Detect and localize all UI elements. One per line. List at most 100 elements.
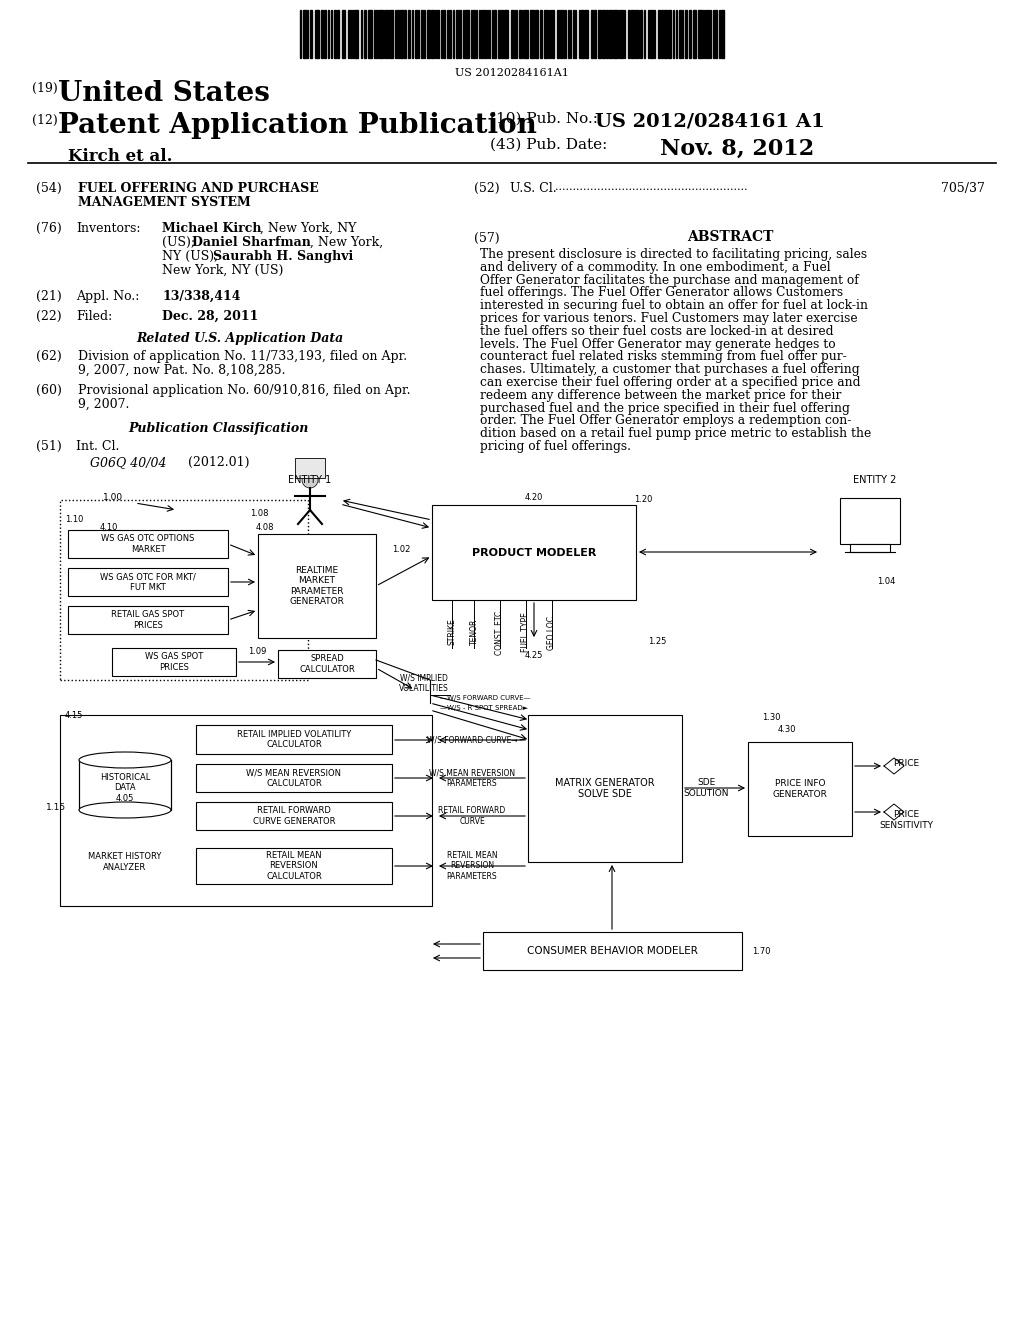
Bar <box>613 11 617 58</box>
Text: ABSTRACT: ABSTRACT <box>687 230 773 244</box>
Text: interested in securing fuel to obtain an offer for fuel at lock-in: interested in securing fuel to obtain an… <box>480 300 868 313</box>
Bar <box>585 11 588 58</box>
Bar <box>581 11 584 58</box>
Bar <box>196 803 392 830</box>
Bar <box>79 760 171 810</box>
Bar <box>594 11 596 58</box>
Text: G06Q 40/04: G06Q 40/04 <box>90 455 167 469</box>
Bar <box>389 11 393 58</box>
Bar <box>431 11 434 58</box>
Text: PRICE INFO
GENERATOR: PRICE INFO GENERATOR <box>772 779 827 799</box>
Bar <box>840 498 900 544</box>
Bar <box>698 11 702 58</box>
Text: Saurabh H. Sanghvi: Saurabh H. Sanghvi <box>213 249 353 263</box>
Bar <box>427 11 430 58</box>
Bar <box>519 11 521 58</box>
Bar <box>354 11 358 58</box>
Bar <box>620 11 623 58</box>
Bar <box>196 725 392 754</box>
Text: ENTITY 1: ENTITY 1 <box>289 475 332 484</box>
Text: , New York,: , New York, <box>310 236 383 249</box>
Bar <box>258 535 376 638</box>
Text: order. The Fuel Offer Generator employs a redemption con-: order. The Fuel Offer Generator employs … <box>480 414 851 428</box>
Text: TENOR: TENOR <box>469 619 478 645</box>
Text: PRICE: PRICE <box>893 759 920 768</box>
Text: Michael Kirch: Michael Kirch <box>162 222 261 235</box>
Text: HISTORICAL
DATA
4.05: HISTORICAL DATA 4.05 <box>99 774 151 803</box>
Text: 4.10: 4.10 <box>100 523 119 532</box>
Bar <box>437 11 439 58</box>
Bar <box>650 11 653 58</box>
Bar <box>421 11 423 58</box>
Text: The present disclosure is directed to facilitating pricing, sales: The present disclosure is directed to fa… <box>480 248 867 261</box>
Text: RETAIL IMPLIED VOLATILITY
CALCULATOR: RETAIL IMPLIED VOLATILITY CALCULATOR <box>237 730 351 750</box>
Text: W/S FORWARD CURVE→: W/S FORWARD CURVE→ <box>427 735 517 744</box>
Bar <box>530 11 534 58</box>
Bar <box>303 11 306 58</box>
Bar <box>598 11 601 58</box>
Text: SDE
SOLUTION: SDE SOLUTION <box>683 779 729 797</box>
Text: (52): (52) <box>474 182 500 195</box>
Text: 705/37: 705/37 <box>941 182 985 195</box>
Text: W/S IMPLIED
VOLATILITIES: W/S IMPLIED VOLATILITIES <box>399 673 449 693</box>
Text: GEO LOC.: GEO LOC. <box>548 614 556 651</box>
Text: Inventors:: Inventors: <box>76 222 140 235</box>
Bar <box>483 932 742 970</box>
Circle shape <box>302 473 318 488</box>
Text: 1.08: 1.08 <box>250 510 268 519</box>
Text: (19): (19) <box>32 82 57 95</box>
Text: and delivery of a commodity. In one embodiment, a Fuel: and delivery of a commodity. In one embo… <box>480 261 830 273</box>
Bar <box>606 11 608 58</box>
Text: , New York, NY: , New York, NY <box>260 222 356 235</box>
Bar <box>60 715 432 906</box>
Bar <box>324 11 326 58</box>
Text: 1.04: 1.04 <box>877 578 895 586</box>
Bar <box>609 11 612 58</box>
Text: 4.20: 4.20 <box>525 494 543 503</box>
Bar <box>511 11 513 58</box>
Text: RETAIL MEAN
REVERSION
CALCULATOR: RETAIL MEAN REVERSION CALCULATOR <box>266 851 322 880</box>
Text: 9, 2007, now Pat. No. 8,108,285.: 9, 2007, now Pat. No. 8,108,285. <box>78 364 286 378</box>
Bar <box>364 11 366 58</box>
Text: Dec. 28, 2011: Dec. 28, 2011 <box>162 310 258 323</box>
Bar <box>342 11 345 58</box>
Text: 1.10: 1.10 <box>65 516 83 524</box>
Bar <box>715 11 717 58</box>
Text: 4.30: 4.30 <box>778 726 797 734</box>
Text: Int. Cl.: Int. Cl. <box>76 440 120 453</box>
Bar <box>310 11 312 58</box>
Text: RETAIL GAS SPOT
PRICES: RETAIL GAS SPOT PRICES <box>112 610 184 630</box>
Text: CONSUMER BEHAVIOR MODELER: CONSUMER BEHAVIOR MODELER <box>527 946 698 956</box>
Text: United States: United States <box>58 81 270 107</box>
Bar <box>689 11 691 58</box>
Text: Provisional application No. 60/910,816, filed on Apr.: Provisional application No. 60/910,816, … <box>78 384 411 397</box>
Bar <box>481 11 483 58</box>
Text: dition based on a retail fuel pump price metric to establish the: dition based on a retail fuel pump price… <box>480 428 871 440</box>
Bar <box>494 11 496 58</box>
Text: ENTITY 2: ENTITY 2 <box>853 475 897 484</box>
Text: 1.20: 1.20 <box>634 495 652 504</box>
Bar <box>498 11 500 58</box>
Text: W/S MEAN REVERSION
PARAMETERS: W/S MEAN REVERSION PARAMETERS <box>429 768 515 788</box>
Bar <box>850 544 890 552</box>
Text: Nov. 8, 2012: Nov. 8, 2012 <box>660 139 814 160</box>
Text: MARKET HISTORY
ANALYZER: MARKET HISTORY ANALYZER <box>88 853 162 871</box>
Bar <box>528 715 682 862</box>
Text: (US);: (US); <box>162 236 199 249</box>
Bar <box>68 606 228 634</box>
Text: Filed:: Filed: <box>76 310 113 323</box>
Text: 1.09: 1.09 <box>248 647 266 656</box>
Text: the fuel offers so their fuel costs are locked-in at desired: the fuel offers so their fuel costs are … <box>480 325 834 338</box>
Text: Publication Classification: Publication Classification <box>128 422 308 436</box>
Text: WS GAS OTC FOR MKT/
FUT MKT: WS GAS OTC FOR MKT/ FUT MKT <box>100 573 196 591</box>
Bar <box>459 11 461 58</box>
Text: (2012.01): (2012.01) <box>188 455 250 469</box>
Text: PRICE
SENSITIVITY: PRICE SENSITIVITY <box>879 810 933 830</box>
Text: Kirch et al.: Kirch et al. <box>68 148 172 165</box>
Text: —W/S - R SPOT SPREAD►: —W/S - R SPOT SPREAD► <box>440 705 528 711</box>
Bar <box>443 11 445 58</box>
Text: US 2012/0284161 A1: US 2012/0284161 A1 <box>595 112 824 129</box>
Text: W/S MEAN REVERSION
CALCULATOR: W/S MEAN REVERSION CALCULATOR <box>247 768 341 788</box>
Bar <box>473 11 475 58</box>
Text: 4.15: 4.15 <box>65 711 83 721</box>
